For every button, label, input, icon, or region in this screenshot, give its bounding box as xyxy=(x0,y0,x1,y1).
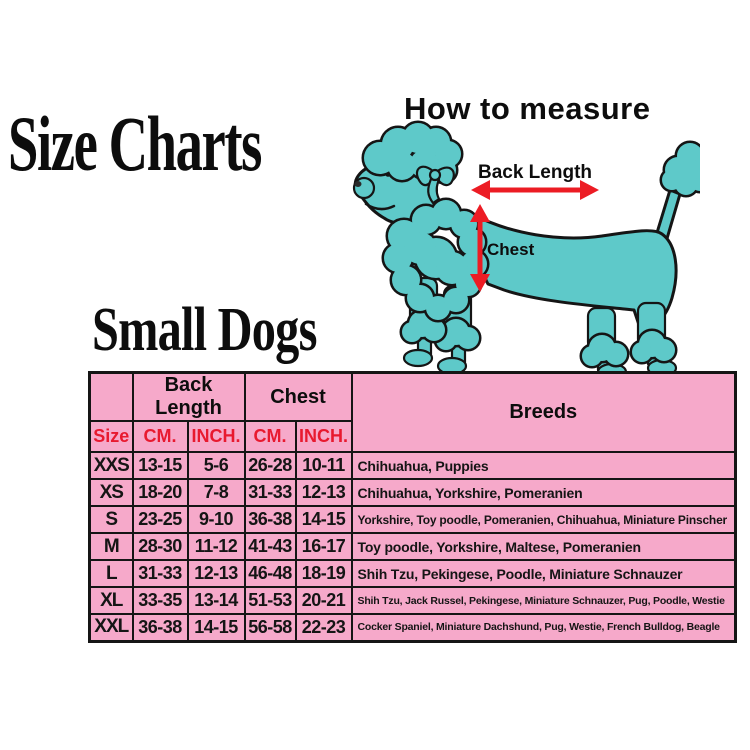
chest-cm-cell: 41-43 xyxy=(243,532,297,561)
poodle-nostril xyxy=(354,181,362,187)
chest-label: Chest xyxy=(487,240,535,259)
chest-cm-header: CM. xyxy=(243,420,297,453)
breeds-text: Cocker Spaniel, Miniature Dachshund, Pug… xyxy=(357,621,721,634)
size-row: XL 33-35 13-14 51-53 20-21 Shih Tzu, Jac… xyxy=(88,586,737,615)
back-length-cm-cell: 13-15 xyxy=(131,451,189,480)
size-cell: M xyxy=(88,532,134,561)
measuring-diagram: Back Length Chest xyxy=(340,118,718,382)
back-length-group-header: Back Length xyxy=(131,371,246,422)
chest-inch-cell: 16-17 xyxy=(294,532,353,561)
back-length-inch-cell: 11-12 xyxy=(186,532,246,561)
back-length-arrow xyxy=(471,180,599,200)
breeds-text: Yorkshire, Toy poodle, Pomeranien, Chihu… xyxy=(357,512,728,527)
back-length-cm-cell: 33-35 xyxy=(131,586,189,615)
breeds-cell: Shih Tzu, Jack Russel, Pekingese, Miniat… xyxy=(350,586,737,615)
poodle-tail-pompom xyxy=(659,140,718,198)
chest-cm-cell: 51-53 xyxy=(243,586,297,615)
back-length-cm-cell: 23-25 xyxy=(131,505,189,534)
back-length-inch-cell: 14-15 xyxy=(186,613,246,642)
corner-cell xyxy=(88,371,134,422)
back-inch-header: INCH. xyxy=(186,420,246,453)
page-title: Size Charts xyxy=(8,105,369,183)
size-table-body: XXS 13-15 5-6 26-28 10-11 Chihuahua, Pup… xyxy=(88,451,737,642)
back-cm-header: CM. xyxy=(131,420,189,453)
size-row: XXL 36-38 14-15 56-58 22-23 Cocker Spani… xyxy=(88,613,737,642)
back-length-inch-cell: 9-10 xyxy=(186,505,246,534)
chest-inch-cell: 22-23 xyxy=(294,613,353,642)
chest-cm-cell: 46-48 xyxy=(243,559,297,588)
size-cell: L xyxy=(88,559,134,588)
chest-cm-cell: 26-28 xyxy=(243,451,297,480)
back-length-inch-cell: 5-6 xyxy=(186,451,246,480)
chest-inch-cell: 18-19 xyxy=(294,559,353,588)
poodle-illustration: Back Length Chest xyxy=(352,120,718,382)
breeds-cell: Yorkshire, Toy poodle, Pomeranien, Chihu… xyxy=(350,505,737,534)
size-row: S 23-25 9-10 36-38 14-15 Yorkshire, Toy … xyxy=(88,505,737,534)
breeds-cell: Toy poodle, Yorkshire, Maltese, Pomerani… xyxy=(350,532,737,561)
chest-inch-cell: 14-15 xyxy=(294,505,353,534)
chest-cm-cell: 36-38 xyxy=(243,505,297,534)
breeds-cell: Chihuahua, Yorkshire, Pomeranien xyxy=(350,478,737,507)
poodle-body xyxy=(470,212,678,330)
poodle-bow xyxy=(415,165,455,205)
page-title-text: Size Charts xyxy=(8,100,262,187)
group-header-row: Back Length Chest Breeds xyxy=(88,371,737,453)
chest-inch-cell: 10-11 xyxy=(294,451,353,480)
back-length-inch-cell: 13-14 xyxy=(186,586,246,615)
section-heading: Small Dogs xyxy=(92,299,380,361)
chest-cm-cell: 56-58 xyxy=(243,613,297,642)
size-cell: XS xyxy=(88,478,134,507)
sub-header-row: Size CM. INCH. CM. INCH. xyxy=(88,420,736,453)
size-row: XXS 13-15 5-6 26-28 10-11 Chihuahua, Pup… xyxy=(88,451,737,480)
size-cell: XXL xyxy=(88,613,134,642)
chest-cm-cell: 31-33 xyxy=(243,478,297,507)
breeds-text: Chihuahua, Yorkshire, Pomeranien xyxy=(357,484,583,501)
back-length-cm-cell: 18-20 xyxy=(131,478,189,507)
breeds-cell: Cocker Spaniel, Miniature Dachshund, Pug… xyxy=(350,613,737,642)
back-length-inch-cell: 12-13 xyxy=(186,559,246,588)
back-length-cm-cell: 31-33 xyxy=(131,559,189,588)
how-to-measure-heading: How to measure xyxy=(404,91,651,126)
size-cell: XXS xyxy=(88,451,134,480)
poodle-nose xyxy=(352,176,376,200)
chest-arrow xyxy=(470,204,490,292)
breeds-text: Shih Tzu, Jack Russel, Pekingese, Miniat… xyxy=(357,594,725,607)
section-heading-text: Small Dogs xyxy=(92,296,317,364)
breeds-cell: Chihuahua, Puppies xyxy=(350,451,737,480)
size-cell: S xyxy=(88,505,134,534)
chest-group-header: Chest xyxy=(243,371,353,422)
breeds-text: Toy poodle, Yorkshire, Maltese, Pomerani… xyxy=(357,538,642,555)
back-length-inch-cell: 7-8 xyxy=(186,478,246,507)
back-length-cm-cell: 28-30 xyxy=(131,532,189,561)
size-row: XS 18-20 7-8 31-33 12-13 Chihuahua, York… xyxy=(88,478,737,507)
size-table: Back Length Chest Breeds Size CM. INCH. … xyxy=(88,371,738,643)
size-row: L 31-33 12-13 46-48 18-19 Shih Tzu, Peki… xyxy=(88,559,737,588)
breeds-header: Breeds xyxy=(350,371,737,453)
back-length-cm-cell: 36-38 xyxy=(131,613,189,642)
back-length-label: Back Length xyxy=(478,162,592,183)
size-row: M 28-30 11-12 41-43 16-17 Toy poodle, Yo… xyxy=(88,532,737,561)
size-cell: XL xyxy=(88,586,134,615)
chest-inch-cell: 20-21 xyxy=(294,586,353,615)
chest-inch-header: INCH. xyxy=(294,420,353,453)
breeds-text: Shih Tzu, Pekingese, Poodle, Miniature S… xyxy=(357,565,683,582)
chest-inch-cell: 12-13 xyxy=(294,478,353,507)
breeds-text: Chihuahua, Puppies xyxy=(357,457,489,474)
poodle-mouth xyxy=(364,202,396,211)
poodle-hind-legs xyxy=(579,301,678,382)
size-header: Size xyxy=(88,420,134,453)
breeds-cell: Shih Tzu, Pekingese, Poodle, Miniature S… xyxy=(350,559,737,588)
